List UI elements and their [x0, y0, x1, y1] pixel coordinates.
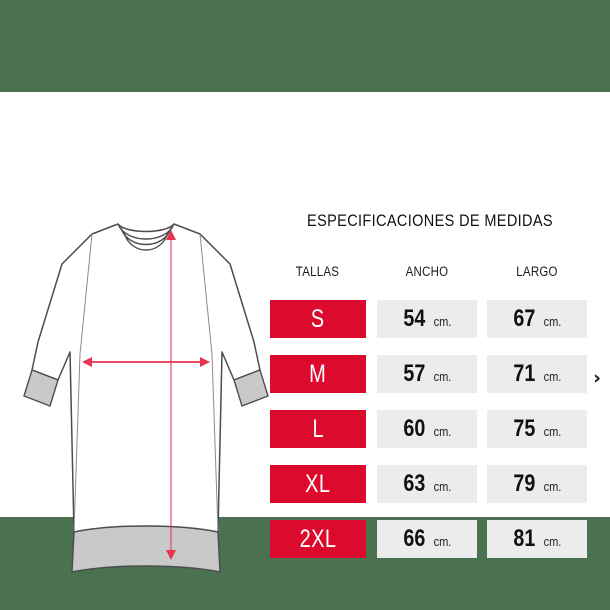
column-header-width: ANCHO: [405, 264, 449, 279]
width-value: 60: [403, 415, 425, 442]
length-value: 71: [513, 360, 535, 387]
length-cell: 81 cm.: [487, 520, 587, 558]
size-label: XL: [305, 469, 331, 498]
table-row: XL 63 cm. 79 cm.: [265, 465, 595, 503]
size-label: M: [309, 359, 327, 388]
width-unit: cm.: [433, 534, 452, 549]
width-cell: 66 cm.: [377, 520, 477, 558]
table-row: M 57 cm. 71 cm.: [265, 355, 595, 393]
size-label: S: [311, 304, 325, 333]
size-cell: M: [270, 355, 366, 393]
length-measure-arrow: [166, 230, 176, 560]
width-unit: cm.: [433, 369, 452, 384]
width-cell: 60 cm.: [377, 410, 477, 448]
size-label: 2XL: [299, 524, 337, 553]
length-unit: cm.: [543, 369, 562, 384]
table-row: S 54 cm. 67 cm.: [265, 300, 595, 338]
length-unit: cm.: [543, 424, 562, 439]
width-unit: cm.: [433, 314, 452, 329]
size-cell: S: [270, 300, 366, 338]
size-cell: L: [270, 410, 366, 448]
size-chart-stage: ‹ ›: [0, 92, 610, 573]
length-unit: cm.: [543, 314, 562, 329]
length-value: 81: [513, 525, 535, 552]
page-title: ESPECIFICACIONES DE MEDIDAS: [307, 212, 553, 230]
table-row: L 60 cm. 75 cm.: [265, 410, 595, 448]
column-header-length: LARGO: [516, 264, 558, 279]
width-cell: 57 cm.: [377, 355, 477, 393]
table-rows: S 54 cm. 67 cm.: [265, 300, 595, 575]
measurement-table: ESPECIFICACIONES DE MEDIDAS TALLAS ANCHO…: [265, 212, 595, 582]
length-value: 79: [513, 470, 535, 497]
width-unit: cm.: [433, 424, 452, 439]
length-cell: 75 cm.: [487, 410, 587, 448]
length-cell: 79 cm.: [487, 465, 587, 503]
length-cell: 67 cm.: [487, 300, 587, 338]
letterbox-band-top: [0, 0, 610, 92]
width-value: 66: [403, 525, 425, 552]
width-value: 54: [403, 305, 425, 332]
length-cell: 71 cm.: [487, 355, 587, 393]
size-label: L: [312, 414, 324, 443]
width-measure-arrow: [82, 357, 210, 367]
width-cell: 63 cm.: [377, 465, 477, 503]
garment-illustration: [23, 223, 269, 573]
size-cell: 2XL: [270, 520, 366, 558]
column-headers: TALLAS ANCHO LARGO: [265, 264, 595, 284]
width-value: 63: [403, 470, 425, 497]
width-unit: cm.: [433, 479, 452, 494]
column-header-size: TALLAS: [295, 264, 340, 279]
length-value: 75: [513, 415, 535, 442]
length-value: 67: [513, 305, 535, 332]
length-unit: cm.: [543, 534, 562, 549]
width-value: 57: [403, 360, 425, 387]
length-unit: cm.: [543, 479, 562, 494]
size-cell: XL: [270, 465, 366, 503]
chevron-right-icon[interactable]: ›: [593, 367, 601, 389]
table-row: 2XL 66 cm. 81 cm.: [265, 520, 595, 558]
width-cell: 54 cm.: [377, 300, 477, 338]
